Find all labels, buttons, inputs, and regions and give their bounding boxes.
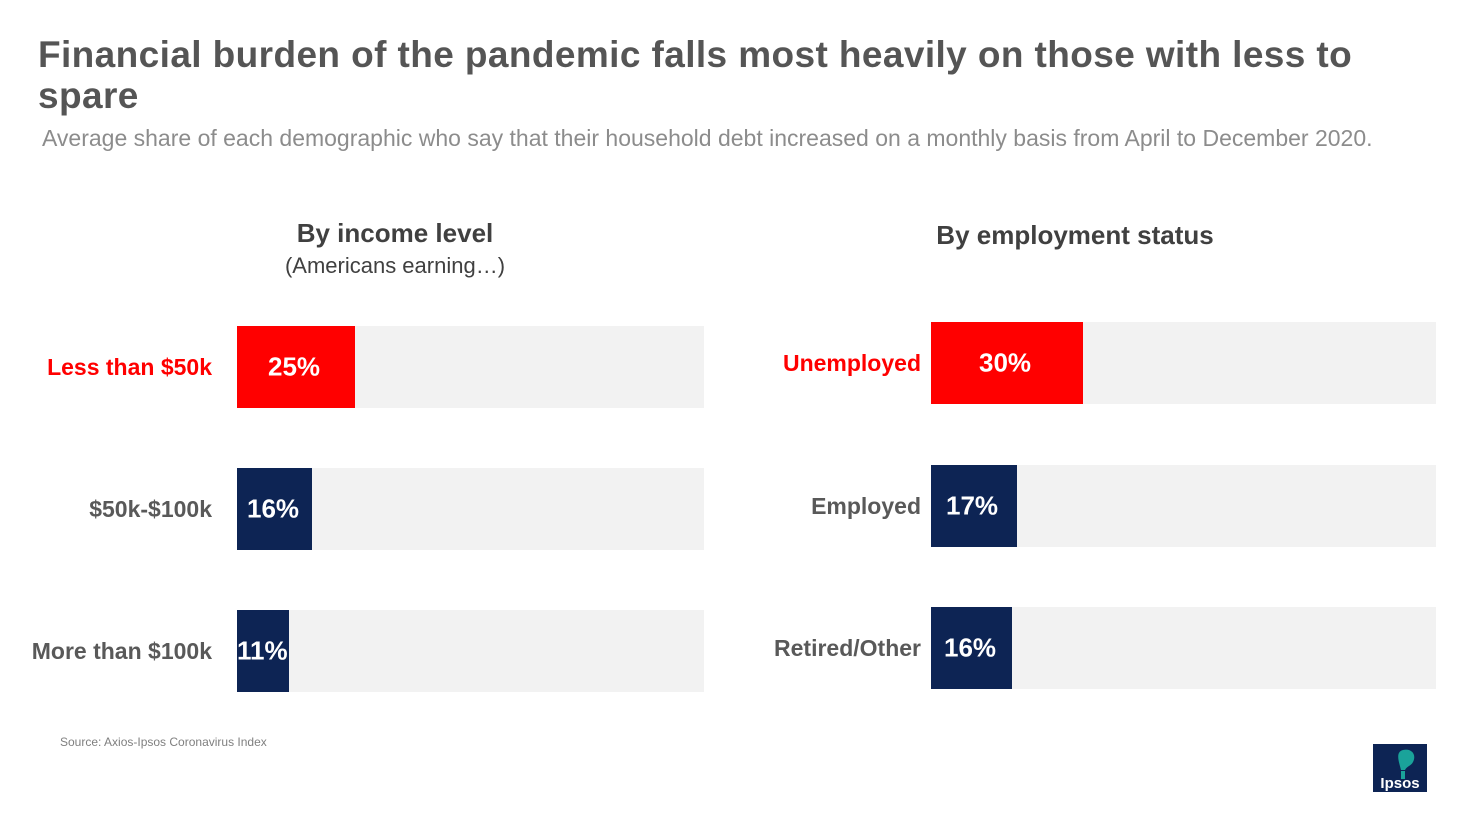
source-note: Source: Axios-Ipsos Coronavirus Index — [60, 735, 267, 749]
row-label: Less than $50k — [47, 354, 212, 380]
bar-track: 16% — [237, 468, 704, 550]
panel-income-subtitle: (Americans earning…) — [284, 253, 506, 278]
bar — [237, 326, 355, 408]
row-label: Unemployed — [782, 350, 921, 376]
panel-income-title: By income level — [296, 218, 494, 248]
chart-title: Financial burden of the pandemic falls m… — [38, 34, 1353, 116]
bar — [237, 468, 312, 550]
bar-track: 11% — [237, 610, 704, 692]
value-label: 30% — [979, 347, 1032, 378]
row-label: Retired/Other — [774, 635, 921, 661]
chart-subtitle: Average share of each demographic who sa… — [42, 125, 1373, 151]
ipsos-logo: Ipsos — [1373, 744, 1427, 792]
row-label: Employed — [811, 493, 921, 519]
panel-income-header: By income level (Americans earning…) — [195, 218, 595, 279]
value-label: 16% — [247, 493, 300, 524]
value-label: 17% — [946, 490, 999, 521]
panel-employment-title: By employment status — [936, 220, 1214, 250]
row-label: $50k-$100k — [89, 496, 212, 522]
bar — [931, 465, 1017, 547]
value-label: 16% — [944, 632, 997, 663]
bar — [931, 607, 1012, 689]
bar-track: 25% — [237, 326, 704, 408]
bar-track: 16% — [931, 607, 1436, 689]
panel-employment-header: By employment status — [875, 220, 1275, 251]
bar — [931, 322, 1083, 404]
bar-track: 30% — [931, 322, 1436, 404]
bar-track: 17% — [931, 465, 1436, 547]
value-label: 11% — [237, 635, 288, 666]
row-label: More than $100k — [31, 638, 212, 664]
bar — [237, 610, 289, 692]
value-label: 25% — [268, 351, 321, 382]
logo-text: Ipsos — [1380, 775, 1419, 792]
